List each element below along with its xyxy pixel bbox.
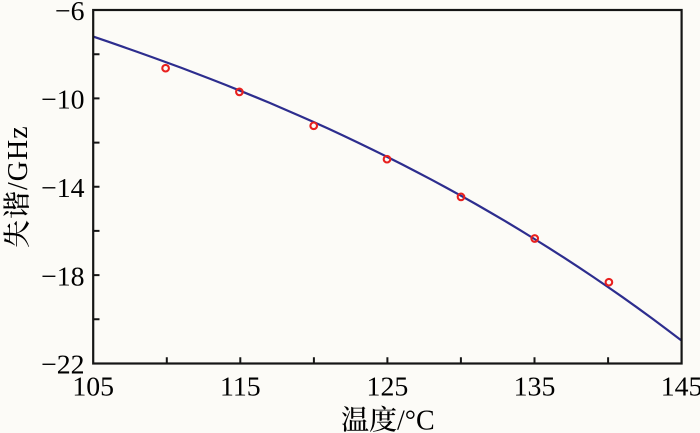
svg-text:145: 145 xyxy=(661,372,700,403)
svg-text:−10: −10 xyxy=(41,85,84,116)
svg-text:125: 125 xyxy=(367,372,409,403)
svg-text:135: 135 xyxy=(514,372,556,403)
svg-text:/GHz: /GHz xyxy=(3,125,34,190)
svg-text:−18: −18 xyxy=(41,261,84,292)
svg-text:−14: −14 xyxy=(41,173,85,204)
svg-text:105: 105 xyxy=(72,372,114,403)
svg-text:−22: −22 xyxy=(41,350,84,381)
svg-text:−6: −6 xyxy=(55,0,85,27)
svg-text:/°C: /°C xyxy=(397,406,435,433)
svg-text:115: 115 xyxy=(220,372,261,403)
